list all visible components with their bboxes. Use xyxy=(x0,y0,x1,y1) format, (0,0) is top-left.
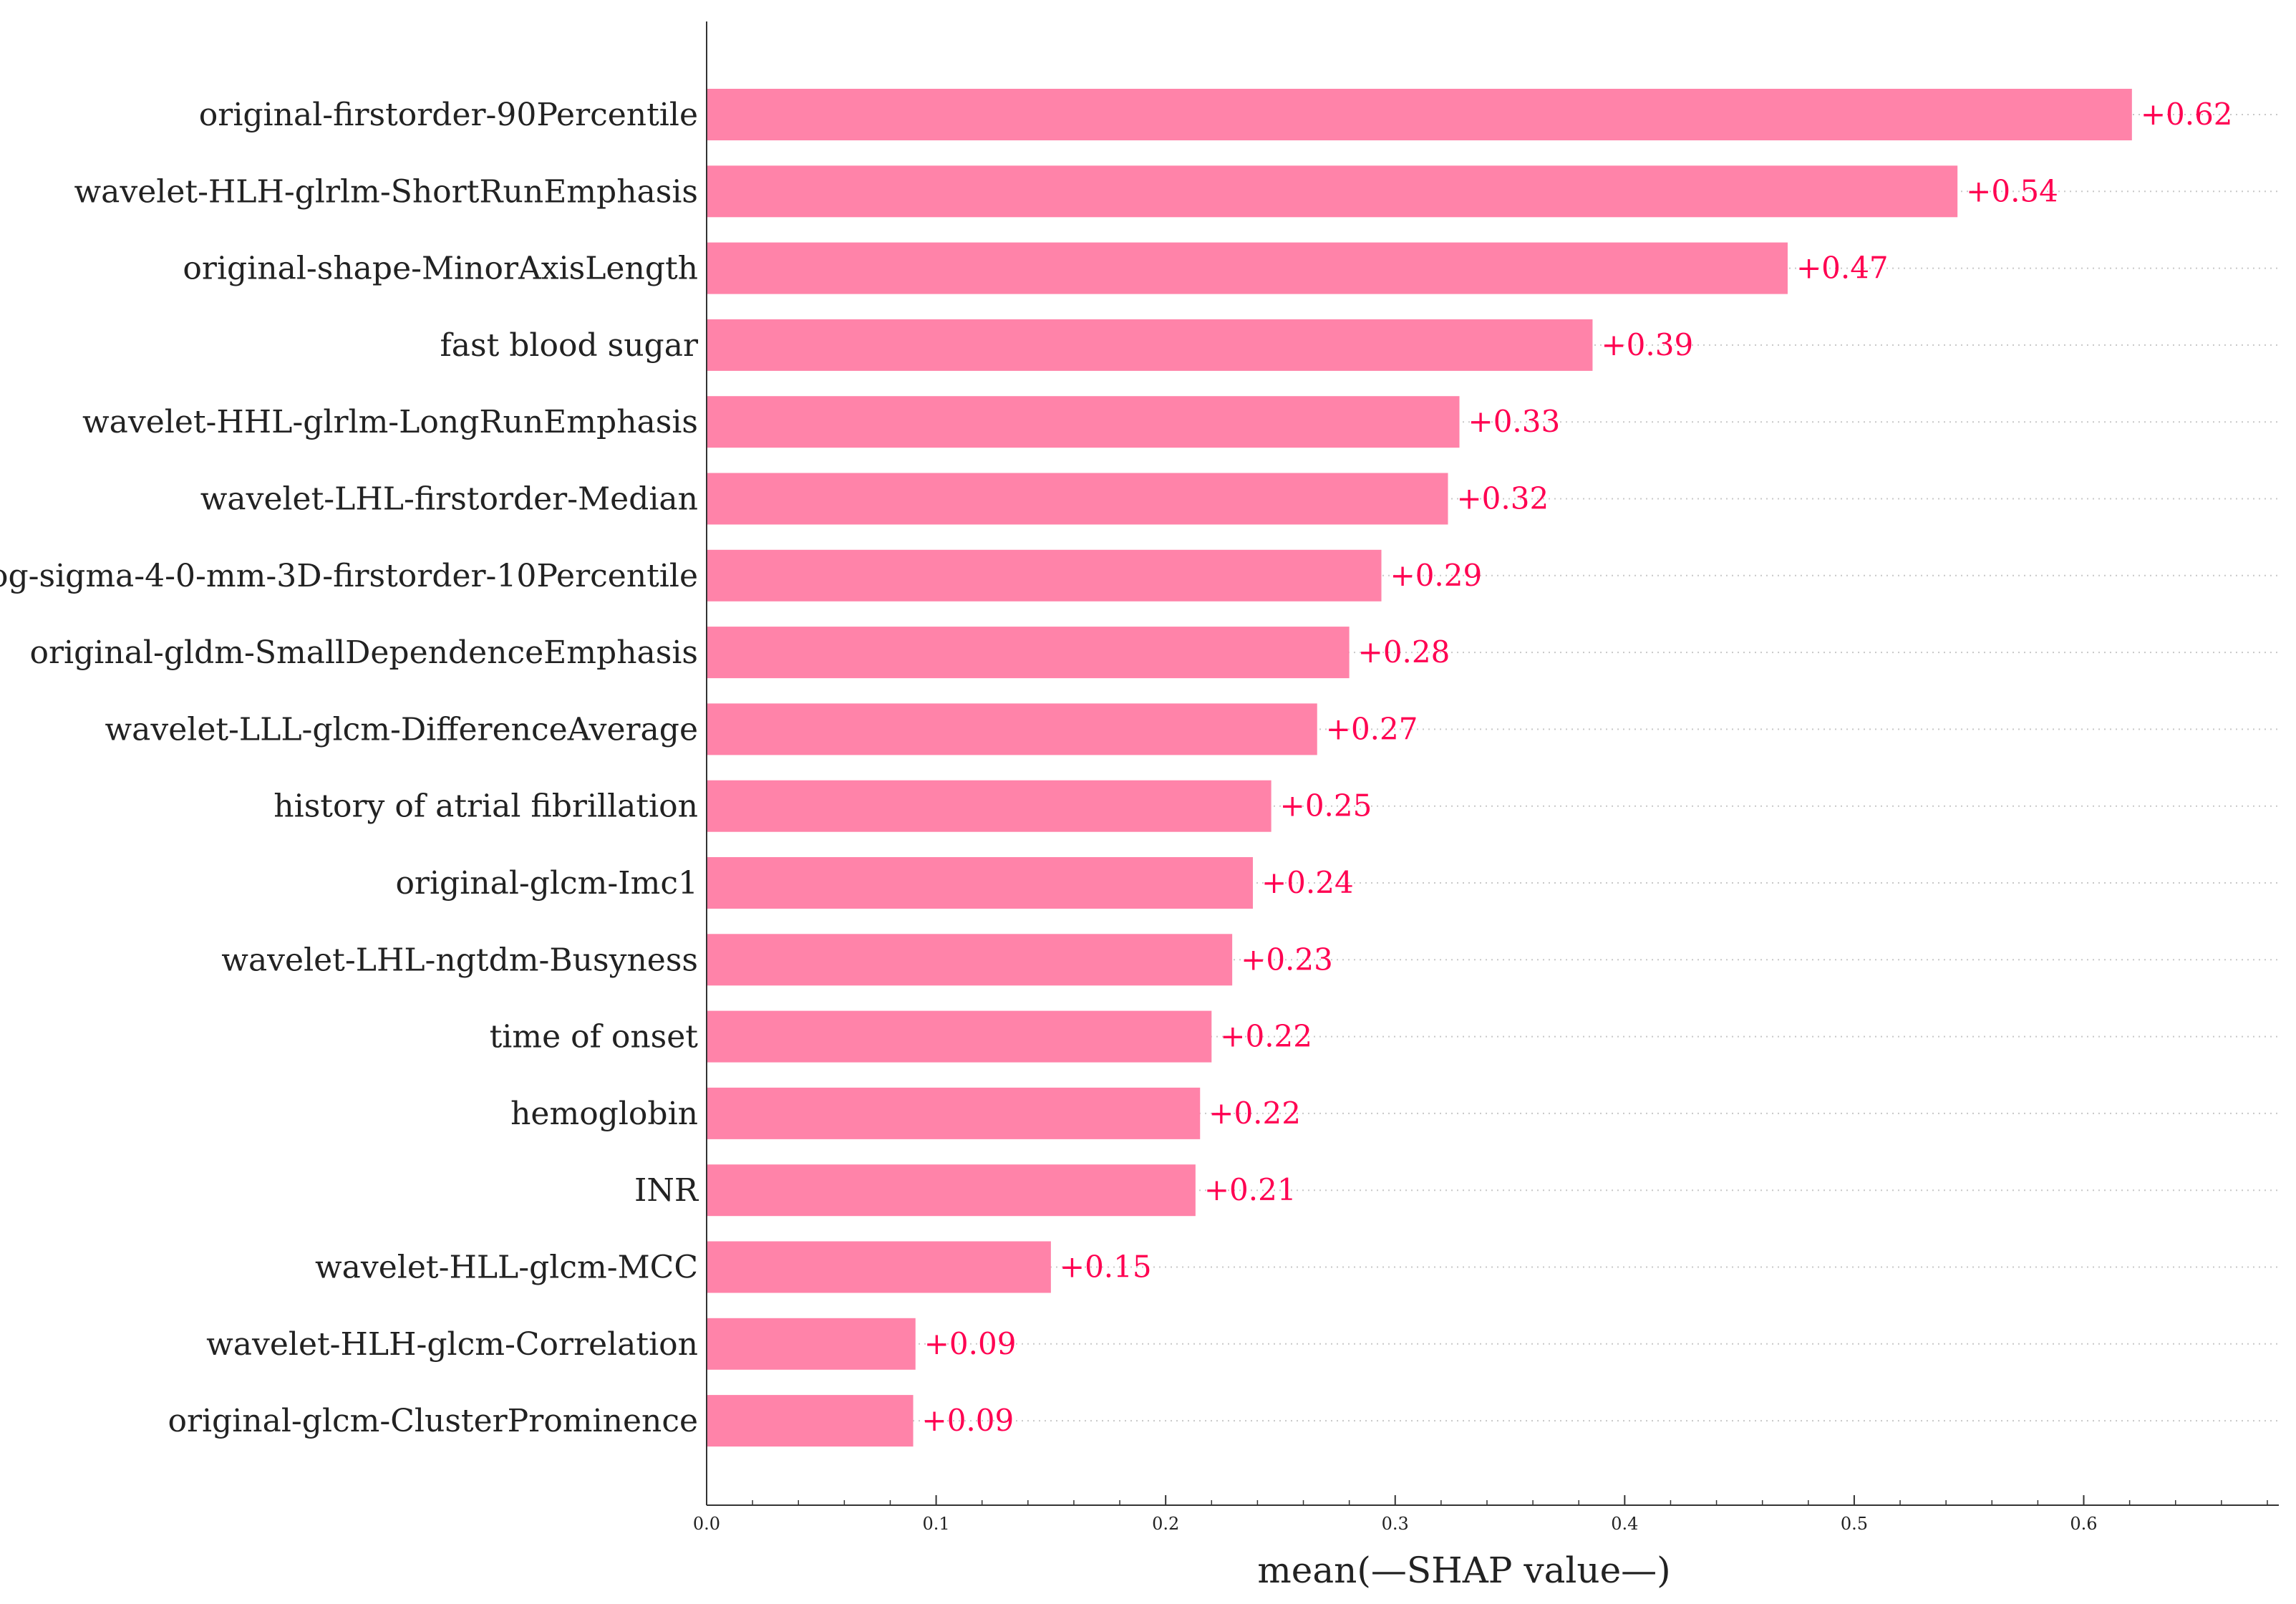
value-label: +0.09 xyxy=(922,1403,1014,1438)
feature-label: wavelet-HHL-glrlm-LongRunEmphasis xyxy=(82,404,698,440)
value-label: +0.24 xyxy=(1261,865,1354,900)
bar xyxy=(707,1164,1196,1217)
value-label: +0.29 xyxy=(1390,558,1483,593)
feature-label: fast blood sugar xyxy=(440,327,699,364)
feature-label: wavelet-LLL-glcm-DifferenceAverage xyxy=(105,711,698,748)
feature-label: original-shape-MinorAxisLength xyxy=(183,251,698,287)
bar xyxy=(707,780,1271,832)
x-axis-title: mean(—SHAP value—) xyxy=(1257,1550,1670,1591)
feature-label: log-sigma-4-0-mm-3D-firstorder-10Percent… xyxy=(0,558,698,594)
value-label: +0.33 xyxy=(1468,404,1561,439)
feature-label: wavelet-HLH-glrlm-ShortRunEmphasis xyxy=(74,173,698,210)
value-label: +0.27 xyxy=(1326,711,1418,746)
value-label: +0.22 xyxy=(1220,1019,1312,1054)
x-tick-label: 0.6 xyxy=(2070,1514,2097,1534)
bar xyxy=(707,89,2132,140)
value-labels: +0.62 +0.54 +0.47 +0.39 +0.33 +0.32 +0.29 +0.28… xyxy=(922,97,2233,1438)
feature-label: time of onset xyxy=(490,1019,699,1055)
value-label: +0.28 xyxy=(1358,634,1450,670)
value-label: +0.22 xyxy=(1208,1096,1301,1131)
feature-label: hemoglobin xyxy=(510,1096,698,1132)
value-label: +0.25 xyxy=(1280,788,1372,823)
bar xyxy=(707,1241,1051,1293)
bars xyxy=(707,89,2132,1447)
feature-label: wavelet-LHL-ngtdm-Busyness xyxy=(221,942,698,978)
bar xyxy=(707,934,1233,986)
bar xyxy=(707,473,1448,525)
bar xyxy=(707,1318,916,1370)
value-label: +0.32 xyxy=(1456,481,1549,516)
x-tick-label: 0.2 xyxy=(1152,1514,1179,1534)
feature-labels: original-firstorder-90Percentile wavelet-… xyxy=(0,97,699,1439)
bar xyxy=(707,1010,1212,1063)
feature-label: original-gldm-SmallDependenceEmphasis xyxy=(30,634,698,671)
value-label: +0.62 xyxy=(2141,97,2233,132)
x-tick-label: 0.5 xyxy=(1841,1514,1868,1534)
feature-label: wavelet-LHL-firstorder-Median xyxy=(200,481,698,518)
value-label: +0.21 xyxy=(1204,1172,1297,1207)
feature-label: original-glcm-Imc1 xyxy=(395,865,698,902)
bar xyxy=(707,319,1593,371)
bar xyxy=(707,703,1317,755)
x-tick-label: 0.4 xyxy=(1611,1514,1638,1534)
feature-label: INR xyxy=(634,1172,699,1209)
feature-label: wavelet-HLL-glcm-MCC xyxy=(315,1250,698,1286)
bar xyxy=(707,1087,1201,1139)
x-axis-ticks: 0.0 0.1 0.2 0.3 0.4 0.5 0.6 xyxy=(693,1495,2268,1534)
bar xyxy=(707,627,1350,679)
x-tick-label: 0.3 xyxy=(1382,1514,1409,1534)
value-label: +0.23 xyxy=(1241,942,1333,977)
value-label: +0.54 xyxy=(1966,173,2058,208)
feature-label: original-glcm-ClusterProminence xyxy=(168,1403,698,1439)
bar xyxy=(707,242,1788,294)
bar xyxy=(707,857,1253,909)
feature-label: wavelet-HLH-glcm-Correlation xyxy=(206,1326,698,1363)
value-label: +0.15 xyxy=(1060,1250,1152,1285)
value-label: +0.39 xyxy=(1601,327,1693,362)
feature-label: history of atrial fibrillation xyxy=(273,788,698,825)
value-label: +0.47 xyxy=(1796,251,1889,286)
bar xyxy=(707,1395,914,1447)
feature-label: original-firstorder-90Percentile xyxy=(199,97,698,133)
bar xyxy=(707,396,1460,448)
grid-lines xyxy=(707,114,2279,1422)
bar xyxy=(707,165,1958,218)
x-tick-label: 0.1 xyxy=(922,1514,949,1534)
bar xyxy=(707,549,1382,602)
x-tick-label: 0.0 xyxy=(693,1514,720,1534)
value-label: +0.09 xyxy=(924,1326,1017,1361)
